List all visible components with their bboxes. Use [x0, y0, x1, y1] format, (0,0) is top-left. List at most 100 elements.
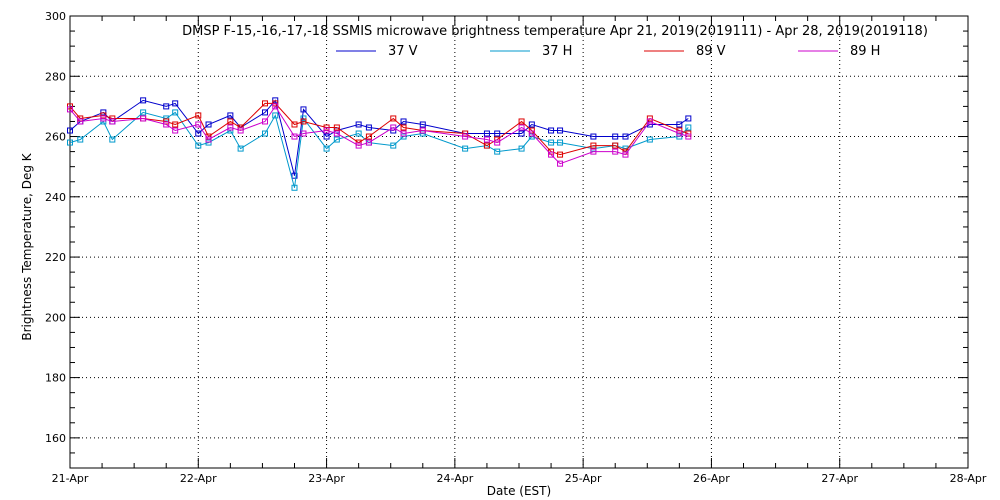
data-point: [494, 148, 501, 155]
y-tick-label: 300: [45, 10, 66, 23]
data-point: [195, 130, 202, 137]
data-point: [140, 97, 147, 104]
data-point: [163, 121, 170, 128]
legend-entry: 89 H: [798, 44, 880, 59]
data-point: [237, 145, 244, 152]
data-series: [67, 97, 692, 191]
data-point: [172, 127, 179, 134]
data-point: [462, 145, 469, 152]
data-point: [172, 100, 179, 107]
x-tick-label: 22-Apr: [180, 472, 217, 485]
data-point: [333, 130, 340, 137]
data-point: [548, 151, 555, 158]
data-point: [140, 115, 147, 122]
data-point: [323, 127, 330, 134]
y-tick-label: 180: [45, 372, 66, 385]
data-point: [195, 112, 202, 119]
data-point: [685, 115, 692, 122]
data-point: [300, 106, 307, 113]
data-point: [685, 124, 692, 131]
data-point: [528, 121, 535, 128]
data-point: [400, 118, 407, 125]
y-tick-label: 160: [45, 432, 66, 445]
data-point: [67, 127, 73, 134]
data-point: [323, 133, 330, 140]
data-point: [291, 184, 298, 191]
data-point: [419, 127, 426, 134]
data-point: [172, 109, 179, 116]
data-point: [109, 115, 116, 122]
y-axis-title: Brightness Temperature, Deg K: [20, 152, 34, 340]
data-point: [300, 115, 307, 122]
data-point: [390, 115, 397, 122]
data-point: [557, 127, 564, 134]
x-axis-title: Date (EST): [487, 484, 551, 498]
data-point: [291, 133, 298, 140]
data-point: [77, 118, 84, 125]
data-point: [291, 121, 298, 128]
data-point: [557, 160, 564, 167]
data-point: [483, 130, 490, 137]
data-point: [163, 115, 170, 122]
data-point: [518, 118, 525, 125]
data-point: [590, 148, 597, 155]
x-tick-label: 25-Apr: [565, 472, 602, 485]
data-point: [355, 142, 362, 149]
data-point: [419, 130, 426, 137]
x-tick-label: 21-Apr: [52, 472, 89, 485]
data-point: [483, 136, 490, 143]
data-point: [494, 130, 501, 137]
data-point: [557, 139, 564, 146]
data-point: [355, 130, 362, 137]
data-point: [622, 133, 629, 140]
data-point: [205, 139, 212, 146]
data-point: [365, 124, 372, 131]
data-point: [365, 133, 372, 140]
y-tick-label: 280: [45, 70, 66, 83]
grid-lines: [70, 16, 968, 468]
data-point: [483, 142, 490, 149]
data-point: [612, 142, 619, 149]
data-point: [77, 136, 84, 143]
x-tick-label: 27-Apr: [821, 472, 858, 485]
data-point: [400, 124, 407, 131]
data-point: [261, 130, 268, 137]
data-point: [195, 121, 202, 128]
data-point: [100, 115, 107, 122]
y-tick-label: 200: [45, 311, 66, 324]
x-tick-label: 24-Apr: [436, 472, 473, 485]
data-point: [400, 130, 407, 137]
data-point: [518, 130, 525, 137]
legend-label: 89 H: [850, 44, 880, 59]
data-point: [100, 112, 107, 119]
data-point: [205, 121, 212, 128]
data-point: [612, 133, 619, 140]
data-point: [261, 100, 268, 107]
data-point: [272, 103, 279, 110]
data-point: [548, 127, 555, 134]
data-point: [163, 118, 170, 125]
legend-label: 37 H: [542, 44, 572, 59]
data-point: [676, 133, 683, 140]
data-point: [333, 124, 340, 131]
legend-label: 37 V: [388, 44, 418, 59]
data-point: [227, 112, 234, 119]
data-point: [518, 145, 525, 152]
data-point: [300, 118, 307, 125]
data-point: [140, 109, 147, 116]
data-point: [548, 139, 555, 146]
data-point: [67, 139, 73, 146]
y-tick-label: 260: [45, 131, 66, 144]
axes: 160 180 200 220 240 260 280 300 21-Apr 22-Apr 23-A…: [45, 10, 987, 485]
data-point: [676, 130, 683, 137]
data-point: [518, 124, 525, 131]
data-point: [67, 103, 73, 110]
data-point: [685, 133, 692, 140]
data-point: [646, 136, 653, 143]
data-point: [237, 127, 244, 134]
data-point: [109, 118, 116, 125]
data-point: [272, 97, 279, 104]
data-point: [67, 106, 73, 113]
x-tick-label: 26-Apr: [693, 472, 730, 485]
